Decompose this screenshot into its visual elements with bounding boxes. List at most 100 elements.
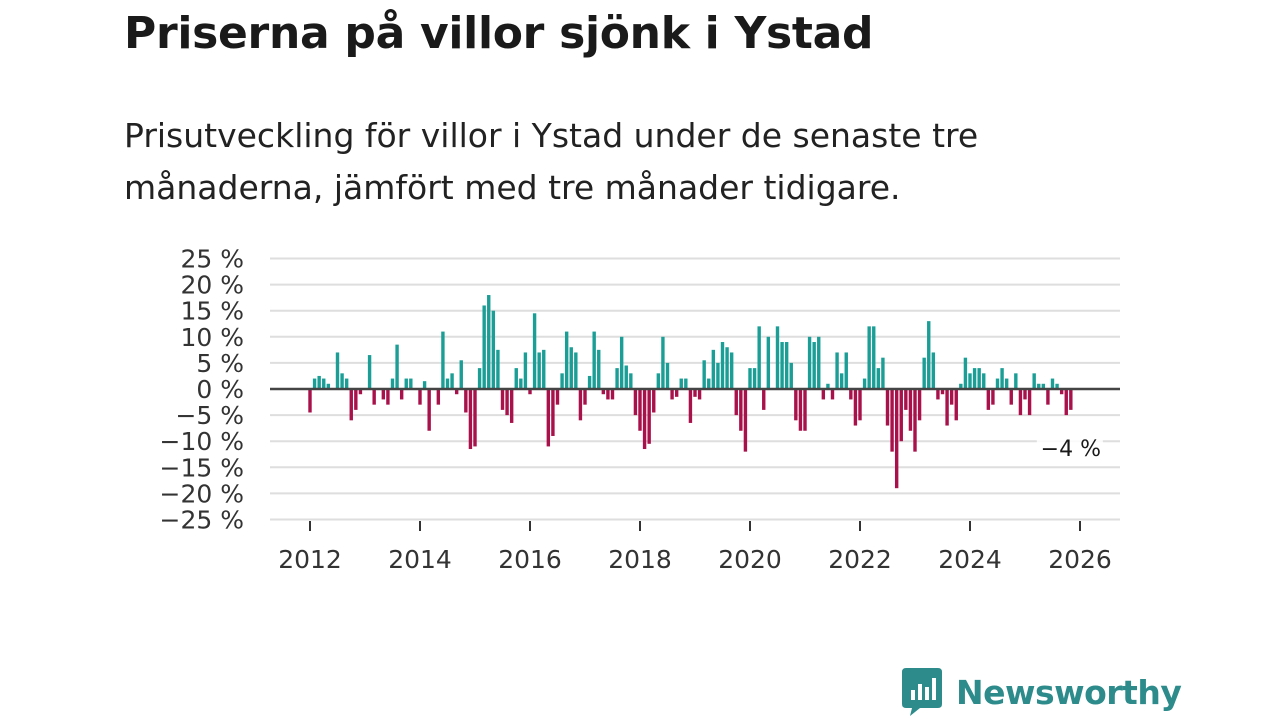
- bar-positive: [963, 357, 968, 389]
- y-tick-label: 10 %: [180, 323, 244, 352]
- y-tick-label: 15 %: [180, 297, 244, 326]
- bar-positive: [624, 365, 628, 389]
- bar-negative: [372, 389, 376, 405]
- bar-negative: [551, 389, 555, 436]
- bar-negative: [638, 389, 642, 431]
- bar-positive: [684, 378, 688, 389]
- bar-negative: [830, 389, 835, 400]
- bar-positive: [784, 342, 789, 389]
- last-value-label: −4 %: [1041, 437, 1101, 462]
- bar-positive: [409, 378, 413, 389]
- brand-logo[interactable]: Newsworthy: [902, 668, 1182, 716]
- bar-positive: [537, 352, 541, 389]
- bar-positive: [597, 349, 601, 389]
- bar-positive: [496, 349, 500, 389]
- bar-negative: [473, 389, 477, 447]
- bar-positive: [523, 352, 528, 389]
- bar-positive: [711, 349, 716, 389]
- bar-positive: [367, 355, 372, 389]
- chart-title: Priserna på villor sjönk i Ystad: [124, 8, 874, 59]
- labels: 25 %20 %15 %10 %5 %0 %−5 %−10 %−15 %−20 …: [160, 245, 1112, 575]
- bar-negative: [454, 389, 459, 395]
- bar-negative: [386, 389, 390, 405]
- bar-negative: [821, 389, 826, 400]
- bar-positive: [881, 357, 885, 389]
- bar-negative: [849, 389, 853, 400]
- bar-negative: [601, 389, 606, 395]
- y-tick-label: 25 %: [180, 245, 244, 274]
- bar-positive: [968, 373, 972, 389]
- bar-negative: [633, 389, 638, 416]
- bar-negative: [1059, 389, 1064, 395]
- bar-negative: [899, 389, 903, 442]
- bar-negative: [358, 389, 363, 395]
- bar-negative: [858, 389, 862, 421]
- bar-positive: [326, 383, 331, 389]
- bar-positive: [665, 362, 670, 389]
- bar-positive: [679, 378, 683, 389]
- bar-positive: [629, 373, 633, 389]
- bar-negative: [1027, 389, 1032, 416]
- bar-positive: [844, 352, 848, 389]
- bar-negative: [991, 389, 995, 405]
- bar-positive: [482, 305, 486, 389]
- bar-positive: [702, 360, 706, 389]
- bar-positive: [748, 368, 752, 389]
- bar-positive: [720, 342, 725, 389]
- bar-negative: [349, 389, 353, 421]
- y-tick-label: −20 %: [160, 479, 244, 508]
- bar-positive: [757, 326, 761, 389]
- axes: [270, 387, 1120, 531]
- bar-positive: [322, 378, 326, 389]
- bar-positive: [982, 373, 986, 389]
- bar-positive: [826, 383, 830, 389]
- bar-negative: [743, 389, 748, 452]
- bar-negative: [647, 389, 651, 444]
- bar-positive: [615, 368, 619, 389]
- newsworthy-logo-icon: [902, 668, 942, 716]
- bar-positive: [656, 373, 661, 389]
- bar-positive: [574, 352, 578, 389]
- bar-positive: [959, 383, 963, 389]
- bar-positive: [752, 368, 757, 389]
- bar-positive: [344, 378, 349, 389]
- bar-negative: [949, 389, 954, 405]
- bar-positive: [862, 378, 867, 389]
- bar-positive: [927, 321, 931, 389]
- bar-negative: [904, 389, 908, 410]
- y-tick-label: −5 %: [175, 401, 244, 430]
- bar-positive: [922, 357, 926, 389]
- bar-negative: [1009, 389, 1013, 405]
- bar-negative: [418, 389, 422, 405]
- bar-positive: [876, 368, 881, 389]
- bar-negative: [688, 389, 693, 423]
- bar-positive: [812, 342, 816, 389]
- bar-negative: [642, 389, 647, 450]
- bar-positive: [780, 342, 784, 389]
- bar-positive: [340, 373, 344, 389]
- bar-positive: [995, 378, 1000, 389]
- bar-positive: [335, 352, 340, 389]
- bar-positive: [1000, 368, 1004, 389]
- bar-positive: [404, 378, 408, 389]
- bar-positive: [931, 352, 936, 389]
- bar-negative: [794, 389, 798, 421]
- bar-positive: [395, 344, 399, 389]
- y-tick-label: −25 %: [160, 506, 244, 535]
- bar-positive: [519, 378, 523, 389]
- bar-positive: [459, 360, 463, 389]
- x-tick-label: 2026: [1048, 545, 1112, 574]
- gridlines: [270, 257, 1120, 521]
- bar-negative: [500, 389, 505, 410]
- bar-positive: [592, 331, 596, 389]
- x-tick-label: 2016: [498, 545, 562, 574]
- y-tick-label: −10 %: [160, 427, 244, 456]
- bar-positive: [390, 378, 395, 389]
- annotation-background: [1036, 433, 1103, 464]
- bar-positive: [564, 331, 569, 389]
- bar-negative: [505, 389, 509, 416]
- bars: [308, 295, 1073, 489]
- bar-negative: [936, 389, 940, 400]
- bar-positive: [560, 373, 564, 389]
- bar-positive: [532, 313, 537, 389]
